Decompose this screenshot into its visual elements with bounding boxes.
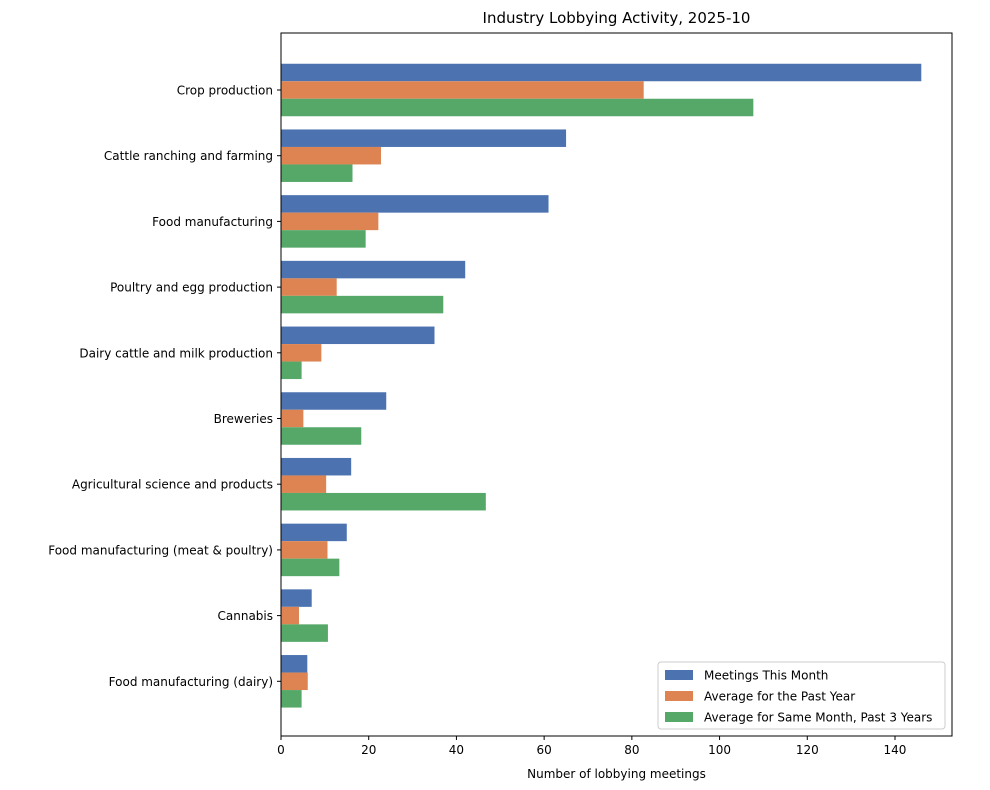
y-tick-label: Breweries xyxy=(214,412,273,426)
y-tick-label: Food manufacturing xyxy=(152,215,273,229)
bar xyxy=(281,81,644,99)
x-tick-label: 60 xyxy=(536,743,551,757)
bar xyxy=(281,427,362,445)
bar xyxy=(281,392,387,410)
bar xyxy=(281,63,922,82)
bar xyxy=(281,624,328,642)
y-tick-label: Crop production xyxy=(177,84,273,98)
bar xyxy=(281,361,302,380)
bar xyxy=(281,164,353,182)
bar xyxy=(281,295,444,314)
bars-group xyxy=(281,63,922,708)
bar xyxy=(281,457,352,476)
bar xyxy=(281,326,435,345)
bar xyxy=(281,558,340,577)
legend-swatch xyxy=(665,691,693,701)
bar xyxy=(281,475,327,493)
x-tick-label: 20 xyxy=(361,743,376,757)
bar xyxy=(281,344,322,362)
y-tick-label: Cattle ranching and farming xyxy=(104,149,273,163)
x-tick-label: 40 xyxy=(449,743,464,757)
bar xyxy=(281,212,379,231)
x-tick-label: 100 xyxy=(708,743,731,757)
x-tick-label: 140 xyxy=(884,743,907,757)
bar xyxy=(281,98,754,117)
x-axis-title: Number of lobbying meetings xyxy=(527,767,706,781)
bar xyxy=(281,655,308,673)
legend-label: Average for the Past Year xyxy=(704,690,855,704)
legend: Meetings This Month Average for the Past … xyxy=(657,661,946,730)
bar xyxy=(281,589,312,607)
chart-title: Industry Lobbying Activity, 2025-10 xyxy=(483,9,751,27)
bar xyxy=(281,195,549,213)
bar xyxy=(281,260,466,279)
y-tick-label: Poultry and egg production xyxy=(110,281,273,295)
x-tick-label: 120 xyxy=(796,743,819,757)
y-axis: Crop production Cattle ranching and farmi… xyxy=(48,84,281,689)
x-axis: 0 20 40 60 80 100 120 140 xyxy=(277,736,906,757)
y-tick-label: Food manufacturing (meat & poultry) xyxy=(48,543,273,557)
bar xyxy=(281,230,366,248)
x-tick-label: 0 xyxy=(277,743,285,757)
legend-label: Average for Same Month, Past 3 Years xyxy=(704,711,932,725)
legend-label: Meetings This Month xyxy=(704,669,828,683)
y-tick-label: Food manufacturing (dairy) xyxy=(109,675,273,689)
legend-swatch xyxy=(665,670,693,680)
bar xyxy=(281,690,302,708)
bar xyxy=(281,606,299,625)
legend-box xyxy=(657,661,946,730)
bar xyxy=(281,129,567,147)
bar xyxy=(281,146,381,165)
bar xyxy=(281,492,486,511)
legend-swatch xyxy=(665,712,693,722)
bar xyxy=(281,672,308,691)
bar xyxy=(281,409,304,428)
y-tick-label: Dairy cattle and milk production xyxy=(79,346,273,360)
x-tick-label: 80 xyxy=(624,743,639,757)
bar xyxy=(281,523,347,542)
plot-frame xyxy=(280,32,953,737)
y-tick-label: Cannabis xyxy=(218,609,274,623)
y-tick-label: Agricultural science and products xyxy=(72,478,273,492)
bar xyxy=(281,278,337,296)
bar xyxy=(281,541,328,559)
